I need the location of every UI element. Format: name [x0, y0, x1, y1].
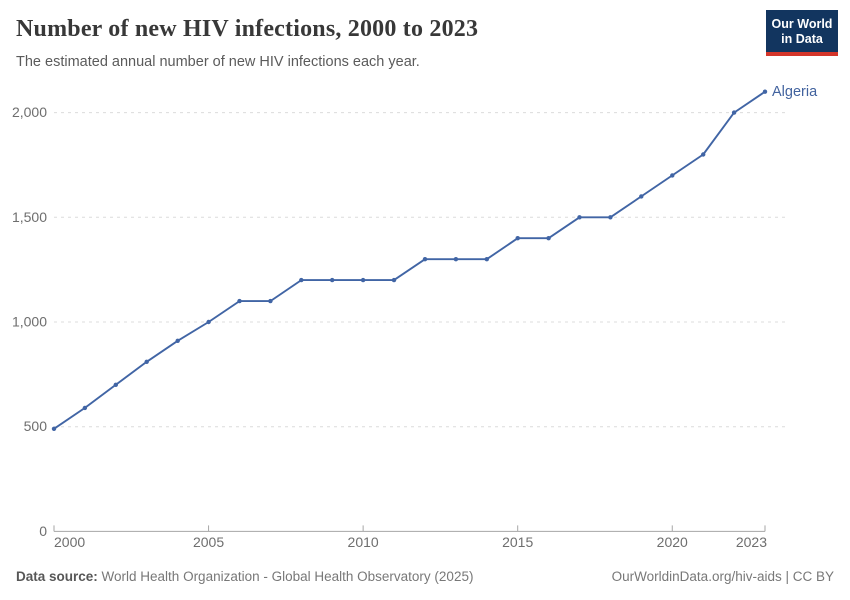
data-point[interactable] [299, 277, 304, 283]
chart-footer: Data source: World Health Organization -… [16, 569, 834, 584]
page-title: Number of new HIV infections, 2000 to 20… [16, 16, 479, 42]
data-point[interactable] [639, 194, 644, 199]
y-tick-label: 0 [39, 523, 47, 539]
data-source-note: Data source: World Health Organization -… [16, 569, 473, 584]
chart-header: Number of new HIV infections, 2000 to 20… [16, 10, 838, 71]
entity-label-algeria[interactable]: Algeria [772, 84, 818, 100]
data-point[interactable] [546, 236, 551, 241]
series-line-group [51, 89, 768, 431]
data-point[interactable] [577, 215, 582, 220]
data-point[interactable] [731, 110, 737, 115]
data-point[interactable] [701, 152, 706, 157]
data-point[interactable] [206, 319, 211, 325]
y-tick-label: 1,500 [12, 209, 47, 225]
logo-line-1: Our World [771, 17, 833, 31]
data-point[interactable] [515, 236, 520, 241]
owid-url-link[interactable]: OurWorldinData.org/hiv-aids | CC BY [611, 569, 834, 584]
data-point[interactable] [268, 298, 273, 304]
data-point[interactable] [391, 277, 397, 283]
data-point[interactable] [175, 338, 180, 343]
x-tick-label: 2023 [736, 534, 767, 550]
y-tick-label: 2,000 [12, 104, 47, 120]
owid-logo[interactable]: Our World in Data [766, 10, 838, 56]
logo-line-2: in Data [781, 31, 823, 46]
x-tick-label: 2000 [54, 534, 85, 550]
x-tick-label: 2010 [348, 534, 379, 550]
y-axis-labels: 0 500 1,000 1,500 2,000 [12, 104, 47, 539]
data-source-label: Data source: [16, 569, 98, 584]
data-point[interactable] [762, 89, 768, 94]
data-point[interactable] [113, 382, 119, 387]
x-tick-label: 2015 [502, 534, 533, 550]
data-source-text: World Health Organization - Global Healt… [97, 569, 474, 584]
x-axis: 2000 2005 2010 2015 2020 2023 [53, 525, 767, 550]
x-tick-label: 2005 [193, 534, 224, 550]
data-point[interactable] [484, 257, 489, 262]
gridlines [54, 112, 786, 428]
data-point[interactable] [237, 298, 242, 304]
data-point[interactable] [422, 257, 428, 262]
x-tick-label: 2020 [657, 534, 688, 550]
chart-subtitle: The estimated annual number of new HIV i… [16, 54, 420, 70]
data-point[interactable] [330, 277, 335, 283]
data-point[interactable] [608, 215, 613, 220]
data-point[interactable] [453, 257, 459, 262]
data-point[interactable] [144, 359, 149, 364]
data-point[interactable] [82, 405, 88, 411]
y-tick-label: 500 [24, 418, 48, 434]
data-point[interactable] [51, 426, 57, 431]
data-point[interactable] [670, 173, 675, 178]
trend-line [53, 90, 766, 430]
y-tick-label: 1,000 [12, 314, 47, 330]
data-point[interactable] [360, 277, 366, 283]
